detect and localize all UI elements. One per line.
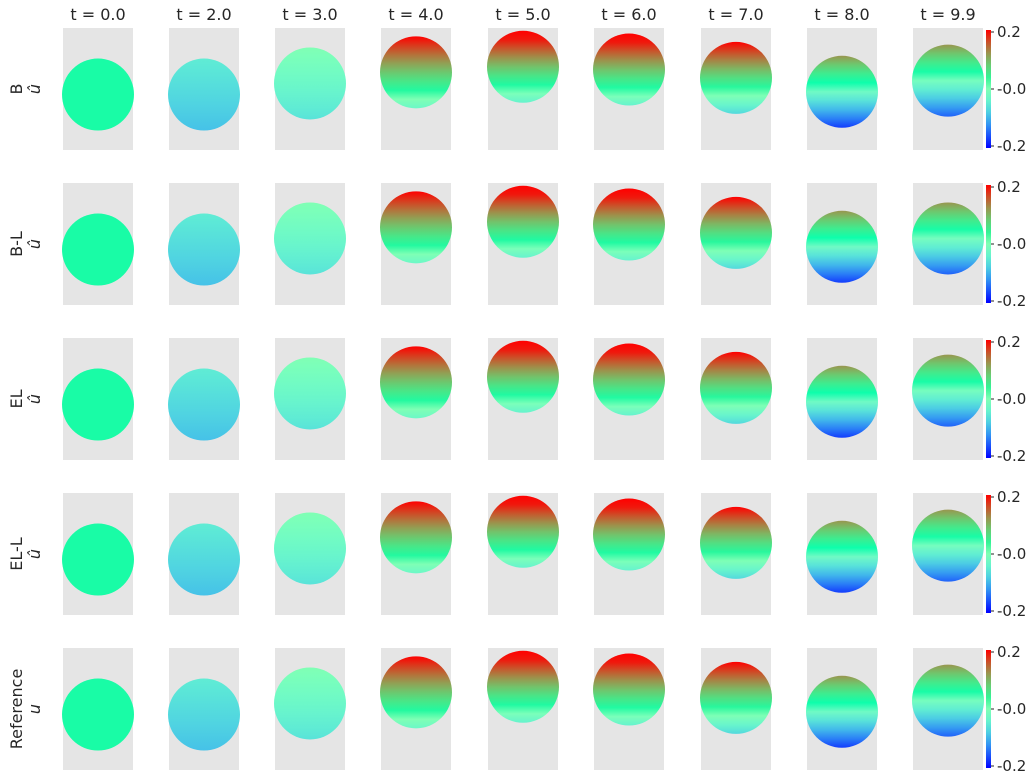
droplet: [380, 656, 452, 729]
droplet: [380, 36, 452, 109]
droplet: [380, 346, 452, 419]
droplet: [380, 501, 452, 574]
droplet: [700, 351, 772, 424]
droplet: [168, 523, 240, 596]
colorbar: [986, 650, 991, 768]
droplet: [274, 357, 346, 430]
droplet: [593, 653, 665, 726]
droplet: [593, 343, 665, 416]
droplet: [168, 58, 240, 131]
row-variable: û: [25, 239, 44, 249]
droplet: [487, 185, 559, 258]
droplet: [274, 667, 346, 740]
column-title: t = 3.0: [282, 5, 337, 24]
colorbar-tick-label: 0.2: [997, 23, 1021, 41]
droplet: [912, 354, 984, 427]
row-label: EL: [7, 389, 26, 408]
row-label: Reference: [7, 669, 26, 750]
droplet: [593, 188, 665, 261]
colorbar-tick-label: -0.0: [997, 80, 1026, 98]
colorbar-tick-label: -0.2: [997, 602, 1026, 620]
droplet: [806, 365, 878, 438]
colorbar-tick-label: 0.2: [997, 333, 1021, 351]
colorbar-tick-label: -0.0: [997, 390, 1026, 408]
column-title: t = 6.0: [601, 5, 656, 24]
droplet: [487, 495, 559, 568]
colorbar: [986, 340, 991, 458]
row-label: B: [7, 84, 26, 95]
droplet: [806, 520, 878, 593]
colorbar: [986, 185, 991, 303]
column-title: t = 5.0: [495, 5, 550, 24]
row-label: B-L: [7, 231, 26, 257]
colorbar-tick-label: 0.2: [997, 488, 1021, 506]
droplet: [62, 213, 134, 286]
droplet: [168, 678, 240, 751]
colorbar-tick-label: -0.2: [997, 757, 1026, 775]
droplet: [274, 202, 346, 275]
droplet: [380, 191, 452, 264]
droplet: [168, 213, 240, 286]
column-title: t = 2.0: [176, 5, 231, 24]
droplet: [912, 509, 984, 582]
row-variable: u: [25, 704, 44, 714]
colorbar-tick-label: -0.2: [997, 292, 1026, 310]
droplet: [62, 58, 134, 131]
droplet: [806, 675, 878, 748]
droplet: [168, 368, 240, 441]
droplet: [62, 523, 134, 596]
colorbar: [986, 495, 991, 613]
droplet: [806, 55, 878, 128]
column-title: t = 8.0: [814, 5, 869, 24]
droplet: [912, 44, 984, 117]
colorbar-tick-label: 0.2: [997, 643, 1021, 661]
droplet: [700, 41, 772, 114]
droplet: [274, 47, 346, 120]
row-variable: û: [25, 84, 44, 94]
row-label: EL-L: [7, 537, 26, 571]
droplet: [806, 210, 878, 283]
row-variable: û: [25, 549, 44, 559]
colorbar: [986, 30, 991, 148]
colorbar-tick-label: 0.2: [997, 178, 1021, 196]
droplet: [593, 33, 665, 106]
droplet: [62, 678, 134, 751]
colorbar-tick-label: -0.0: [997, 545, 1026, 563]
colorbar-tick-label: -0.2: [997, 447, 1026, 465]
droplet: [700, 506, 772, 579]
droplet: [62, 368, 134, 441]
colorbar-tick-label: -0.0: [997, 235, 1026, 253]
droplet: [274, 512, 346, 585]
column-titles: t = 0.0 t = 2.0 t = 3.0 t = 4.0 t = 5.0 t = 6…: [70, 5, 975, 24]
colorbars: 0.2 -0.0 -0.2 0.2 -0.0 -0.2 0.2 -0.0 -0.2 0.2 -0.0…: [986, 23, 1026, 775]
droplet: [487, 30, 559, 103]
column-title: t = 7.0: [708, 5, 763, 24]
colorbar-tick-label: -0.0: [997, 700, 1026, 718]
droplet: [912, 664, 984, 737]
droplet: [487, 650, 559, 723]
droplet: [593, 498, 665, 571]
column-title: t = 0.0: [70, 5, 125, 24]
droplet: [700, 661, 772, 734]
droplet: [700, 196, 772, 269]
droplet: [487, 340, 559, 413]
column-title: t = 4.0: [388, 5, 443, 24]
column-title: t = 9.9: [920, 5, 975, 24]
panels: [62, 28, 984, 770]
row-variable: û: [25, 394, 44, 404]
droplet: [912, 202, 984, 275]
colorbar-tick-label: -0.2: [997, 137, 1026, 155]
